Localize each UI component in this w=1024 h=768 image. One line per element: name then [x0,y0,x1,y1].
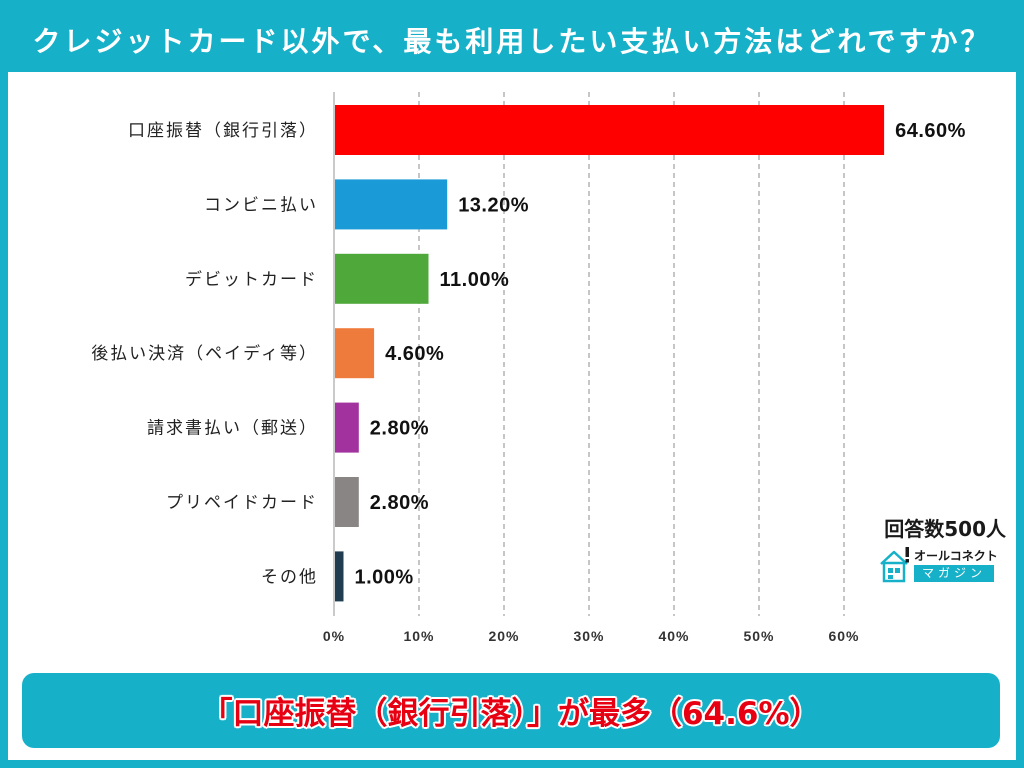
category-label: その他 [261,567,318,587]
respondent-count: 回答数500人 [884,517,1006,541]
x-tick-label: 20% [488,628,519,644]
logo-text-line1: オールコネクト [914,549,998,563]
bar [335,477,359,527]
summary-box: 「口座振替（銀行引落）」が最多（64.6%） [22,673,1000,748]
bar-value-label: 1.00% [355,566,414,588]
category-label: 口座振替（銀行引落） [128,121,318,141]
x-tick-label: 60% [828,628,859,644]
category-label: プリペイドカード [166,493,318,513]
logo-text-line2: マガジン [914,565,994,582]
category-label: デビットカード [185,269,318,290]
category-label: 請求書払い（郵送） [147,419,318,439]
logo: オールコネクト マガジン [878,546,998,586]
x-tick-label: 40% [658,628,689,644]
chart-panel [8,72,1016,760]
house-icon [878,546,912,584]
category-label: 後払い決済（ペイディ等） [91,343,318,364]
bar [335,179,448,230]
bar-value-label: 4.60% [385,343,444,365]
bar [335,105,885,155]
x-tick-label: 10% [403,628,434,644]
bar-value-label: 11.00% [440,269,510,291]
bar-value-label: 2.80% [370,418,429,440]
bar-value-label: 13.20% [458,194,529,216]
bar-value-label: 64.60% [895,120,966,142]
bar [335,328,375,379]
bar [335,402,359,453]
x-tick-label: 50% [743,628,774,644]
x-tick-label: 0% [323,628,345,644]
bar [335,551,344,602]
x-tick-label: 30% [573,628,604,644]
category-label: コンビニ払い [204,195,318,215]
bar [335,253,429,304]
summary-text: 「口座振替（銀行引落）」が最多（64.6%） [201,696,821,732]
title-bar: クレジットカード以外で、最も利用したい支払い方法はどれですか？ [0,10,1024,74]
page-title: クレジットカード以外で、最も利用したい支払い方法はどれですか？ [32,25,992,58]
bar-value-label: 2.80% [370,492,429,514]
